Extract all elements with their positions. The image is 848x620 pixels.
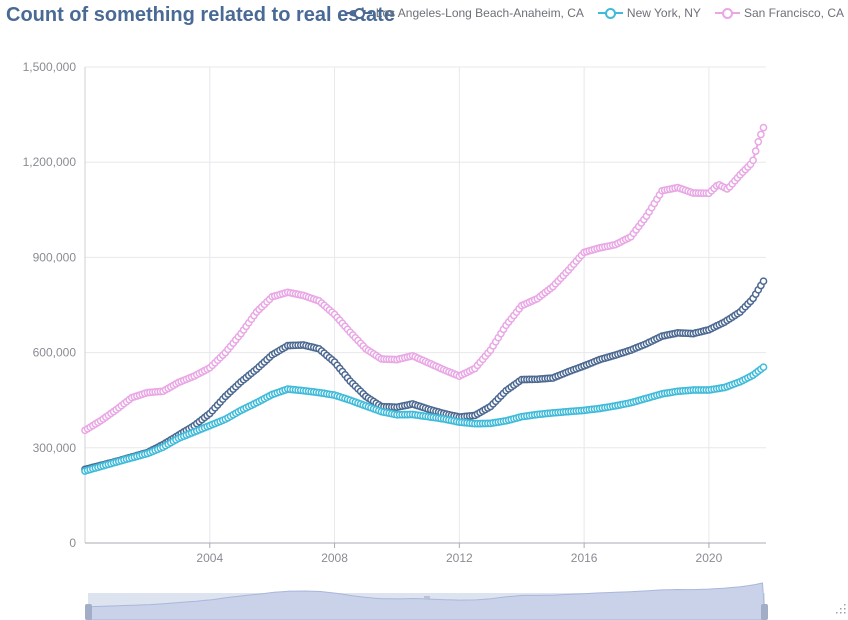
data-zoom-slider[interactable] (85, 582, 768, 620)
legend-item-new-york-ny[interactable]: New York, NY (597, 6, 701, 20)
legend-marker-icon (714, 6, 740, 20)
legend-item-los-angeles-long-beach-anaheim-ca[interactable]: Los Angeles-Long Beach-Anaheim, CA (346, 6, 584, 20)
series-san-francisco-ca (81, 123, 768, 435)
grip-dot (836, 612, 838, 614)
data-point (754, 137, 763, 146)
legend-label: Los Angeles-Long Beach-Anaheim, CA (375, 6, 584, 20)
legend-item-san-francisco-ca[interactable]: San Francisco, CA (714, 6, 844, 20)
zoom-move-grip[interactable] (424, 596, 430, 599)
x-tick-label: 2020 (696, 551, 723, 565)
data-point (749, 156, 757, 165)
legend: Los Angeles-Long Beach-Anaheim, CA New Yo… (346, 5, 844, 21)
resize-grip-icon[interactable] (836, 604, 846, 614)
y-tick-label: 0 (69, 536, 76, 550)
legend-marker-icon (346, 6, 372, 20)
x-tick-label: 2016 (571, 551, 598, 565)
grip-dot (844, 612, 846, 614)
series-line (84, 127, 765, 432)
legend-marker-icon (597, 6, 623, 20)
data-point (759, 123, 768, 132)
legend-label: New York, NY (626, 6, 701, 20)
y-tick-label: 900,000 (33, 250, 77, 264)
grip-dot (840, 612, 842, 614)
series-new-york-ny (81, 363, 768, 475)
data-point (757, 130, 765, 139)
grip-dot (840, 608, 842, 610)
chart-title: Count of something related to real estat… (6, 4, 395, 26)
y-tick-label: 1,200,000 (23, 155, 77, 169)
y-tick-label: 600,000 (33, 346, 77, 360)
legend-label: San Francisco, CA (743, 6, 844, 20)
grip-dot (844, 608, 846, 610)
series-los-angeles-long-beach-anaheim-ca (81, 277, 768, 474)
x-tick-label: 2008 (321, 551, 348, 565)
x-tick-label: 2004 (196, 551, 223, 565)
zoom-preview-area (87, 582, 766, 620)
zoom-handle-left[interactable] (85, 604, 92, 620)
grid (85, 66, 766, 544)
zoom-handle-right[interactable] (761, 604, 768, 620)
x-tick-label: 2012 (446, 551, 473, 565)
y-tick-label: 300,000 (33, 441, 77, 455)
data-point (759, 363, 768, 372)
y-tick-label: 1,500,000 (23, 60, 77, 74)
grip-dot (844, 604, 846, 606)
data-point (751, 147, 760, 155)
data-point (759, 277, 768, 286)
